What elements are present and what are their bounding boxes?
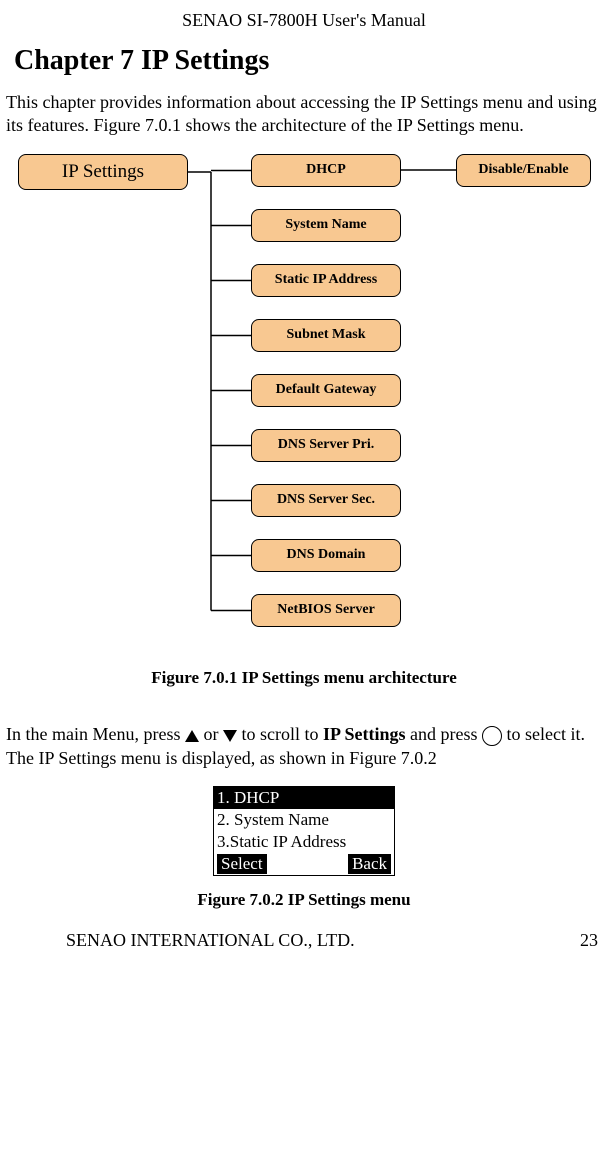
page-footer: SENAO INTERNATIONAL CO., LTD. 23 xyxy=(6,930,602,951)
down-arrow-icon xyxy=(223,730,237,742)
footer-page-number: 23 xyxy=(580,930,598,951)
menu-row-dhcp: 1. DHCP xyxy=(214,787,394,809)
node-disable-enable: Disable/Enable xyxy=(456,154,591,187)
menu-architecture-diagram: IP Settings Disable/Enable DHCP System Na… xyxy=(6,154,602,654)
menu-softkey-row: Select Back xyxy=(214,853,394,875)
text-bold-ip-settings: IP Settings xyxy=(323,724,406,744)
text-frag-1: In the main Menu, press xyxy=(6,724,185,744)
intro-paragraph: This chapter provides information about … xyxy=(6,91,602,138)
menu-row-static-ip: 3.Static IP Address xyxy=(214,831,394,853)
softkey-back: Back xyxy=(348,854,391,874)
node-dns-server-pri-: DNS Server Pri. xyxy=(251,429,401,462)
up-arrow-icon xyxy=(185,730,199,742)
select-key-icon xyxy=(482,726,502,746)
phone-menu-screenshot: 1. DHCP 2. System Name 3.Static IP Addre… xyxy=(213,786,395,876)
node-default-gateway: Default Gateway xyxy=(251,374,401,407)
text-frag-3: and press xyxy=(405,724,481,744)
node-dhcp: DHCP xyxy=(251,154,401,187)
node-static-ip-address: Static IP Address xyxy=(251,264,401,297)
text-frag-or: or xyxy=(199,724,223,744)
softkey-select: Select xyxy=(217,854,267,874)
menu-row-system-name: 2. System Name xyxy=(214,809,394,831)
figure-7-0-2-caption: Figure 7.0.2 IP Settings menu xyxy=(6,890,602,910)
footer-company: SENAO INTERNATIONAL CO., LTD. xyxy=(66,930,355,951)
node-dns-server-sec-: DNS Server Sec. xyxy=(251,484,401,517)
figure-7-0-1-caption: Figure 7.0.1 IP Settings menu architectu… xyxy=(6,668,602,688)
node-netbios-server: NetBIOS Server xyxy=(251,594,401,627)
text-frag-2: to scroll to xyxy=(237,724,323,744)
chapter-title: Chapter 7 IP Settings xyxy=(14,45,602,77)
softkey-spacer xyxy=(267,854,349,874)
instruction-paragraph: In the main Menu, press or to scroll to … xyxy=(6,722,602,771)
node-dns-domain: DNS Domain xyxy=(251,539,401,572)
node-system-name: System Name xyxy=(251,209,401,242)
node-subnet-mask: Subnet Mask xyxy=(251,319,401,352)
node-ip-settings: IP Settings xyxy=(18,154,188,190)
doc-header: SENAO SI-7800H User's Manual xyxy=(6,10,602,31)
